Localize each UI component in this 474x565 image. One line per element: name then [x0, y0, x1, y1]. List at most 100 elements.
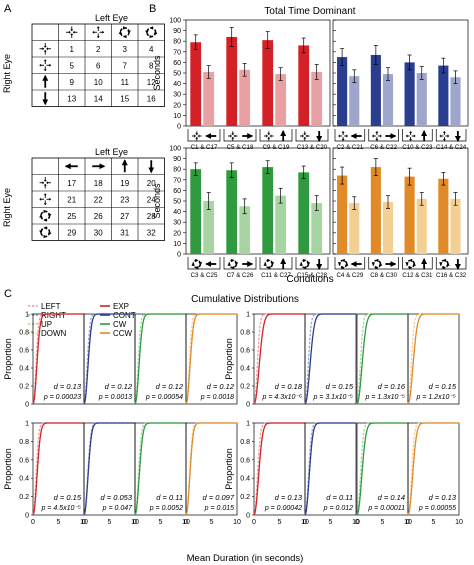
- right-eye-label: Right Eye: [2, 54, 12, 93]
- y-tick-label: 90: [173, 28, 181, 35]
- cdf-subplot: d = 0.12 p = 0.0013: [83, 313, 136, 405]
- bar-plot-frame: [185, 147, 331, 255]
- table-cell: 12: [147, 78, 156, 87]
- bar-chart-title: Total Time Dominant: [264, 6, 355, 17]
- y-tick-label: 90: [173, 156, 181, 163]
- y-tick-label: 70: [173, 49, 181, 56]
- cdf-dashed-line: [407, 313, 459, 405]
- bar: [450, 77, 461, 126]
- icon-bracket: [295, 257, 329, 270]
- y-tick-label: 30: [173, 92, 181, 99]
- cross-out-arrows-icon: [405, 131, 416, 141]
- cdf-x-tick-label: 10: [131, 519, 139, 526]
- cdf-x-tick-label: 0: [31, 519, 35, 526]
- y-tick-label: 60: [173, 60, 181, 67]
- table-cell: 5: [70, 61, 75, 70]
- cdf-y-tick-label: 0: [246, 402, 250, 409]
- cdf-subplot: d = 0.15 p = 1.2x10⁻⁵: [407, 313, 460, 405]
- cdf-y-tick-label: 1: [25, 312, 29, 319]
- bar: [349, 76, 360, 126]
- category-label: C15 & C28: [297, 272, 328, 279]
- circle-arrows-cw-icon: [191, 258, 203, 270]
- icon-bracket: [295, 129, 329, 142]
- bar: [382, 202, 394, 254]
- bar: [190, 169, 202, 254]
- cross-in-arrows-icon: [39, 177, 51, 189]
- bar: [239, 69, 251, 126]
- y-tick-label: 80: [173, 167, 181, 174]
- cdf-x-tick-label: 5: [329, 519, 333, 526]
- cdf-d-stat: d = 0.053: [101, 493, 133, 502]
- cdf-subplot: d = 0.097 p = 0.015 0 5 10: [184, 422, 241, 526]
- table-cell: 28: [147, 212, 156, 221]
- cdf-y-tick-label: 0.4: [240, 476, 250, 483]
- cross-out-arrows-icon: [39, 193, 51, 205]
- cross-in-arrows-icon: [228, 131, 238, 141]
- cross-in-arrows-icon: [192, 131, 202, 141]
- bar: [262, 40, 274, 126]
- cdf-ylabel: Proportion: [224, 338, 234, 380]
- cdf-solid-line: [185, 422, 237, 516]
- table-cell: 9: [70, 78, 75, 87]
- cdf-solid-line: [134, 422, 186, 516]
- cdf-y-tick-label: 1: [25, 421, 29, 428]
- table-cell: 27: [120, 212, 129, 221]
- cross-in-arrows-icon: [264, 131, 274, 141]
- table-cell: 2: [96, 45, 101, 54]
- y-tick-label: 100: [169, 18, 181, 25]
- cross-in-arrows-icon: [300, 131, 310, 141]
- cdf-y-tick-label: 0: [246, 513, 250, 520]
- cdf-x-tick-label: 10: [455, 519, 463, 526]
- legend-label: CONT: [113, 311, 136, 320]
- cdf-subplot: d = 0.12 p = 0.0018: [185, 313, 238, 405]
- y-tick-label: 10: [173, 241, 181, 248]
- bar-chart-xlabel: Conditions: [286, 274, 333, 285]
- category-label: C16 & C32: [436, 272, 467, 279]
- cdf-y-tick-label: 0.2: [240, 384, 250, 391]
- cdf-y-tick-label: 0.2: [19, 494, 29, 501]
- cdf-p-stat: p = 1.2x10⁻⁵: [415, 394, 456, 401]
- bar-chart-ylabel: Seconds: [152, 55, 162, 91]
- legend-label: UP: [41, 320, 52, 329]
- cdf-d-stat: d = 0.14: [378, 493, 405, 502]
- bar-plot-frame: [332, 147, 469, 255]
- bar: [275, 195, 287, 254]
- cdf-x-tick-label: 0: [184, 519, 188, 526]
- cdf-solid-line: [32, 422, 84, 516]
- cdf-x-tick-label: 0: [406, 519, 410, 526]
- bar: [337, 57, 348, 126]
- cdf-y-tick-label: 0.6: [19, 348, 29, 355]
- cdf-solid-line: [407, 313, 459, 405]
- bar: [370, 167, 381, 254]
- cross-out-arrows-icon: [372, 131, 382, 141]
- cdf-x-tick-label: 5: [432, 519, 436, 526]
- cdf-d-stat: d = 0.12: [207, 382, 235, 391]
- cdf-subplot: d = 0.18 p = 4.3x10⁻⁶ 0 0.2 0.4 0.6 0.8 1 Propor…: [224, 312, 306, 409]
- cdf-y-tick-label: 0.4: [19, 366, 29, 373]
- y-tick-label: 60: [173, 188, 181, 195]
- panel-c-cdf-grid: Cumulative Distributions Mean Duration (…: [3, 294, 463, 564]
- panel-b-bar-chart: Total Time Dominant Conditions Seconds 0 1…: [152, 6, 469, 285]
- cdf-solid-line: [356, 422, 408, 516]
- cdf-d-stat: d = 0.13: [275, 493, 303, 502]
- bar: [404, 176, 415, 254]
- cdf-x-tick-label: 0: [303, 519, 307, 526]
- icon-bracket: [334, 257, 366, 270]
- legend-label: DOWN: [41, 329, 67, 338]
- circle-arrows-cw-icon: [263, 258, 275, 270]
- category-label: C11 & C27: [261, 272, 291, 279]
- bar: [239, 206, 251, 254]
- category-label: C10 & C23: [402, 144, 433, 151]
- bar: [311, 71, 323, 126]
- cdf-p-stat: p = 4.3x10⁻⁶: [262, 394, 303, 401]
- cdf-x-tick-label: 0: [252, 519, 256, 526]
- cdf-d-stat: d = 0.15: [429, 382, 457, 391]
- bar: [349, 203, 360, 254]
- bar: [370, 54, 381, 127]
- y-tick-label: 100: [169, 146, 181, 153]
- cdf-p-stat: p = 0.00023: [43, 394, 81, 401]
